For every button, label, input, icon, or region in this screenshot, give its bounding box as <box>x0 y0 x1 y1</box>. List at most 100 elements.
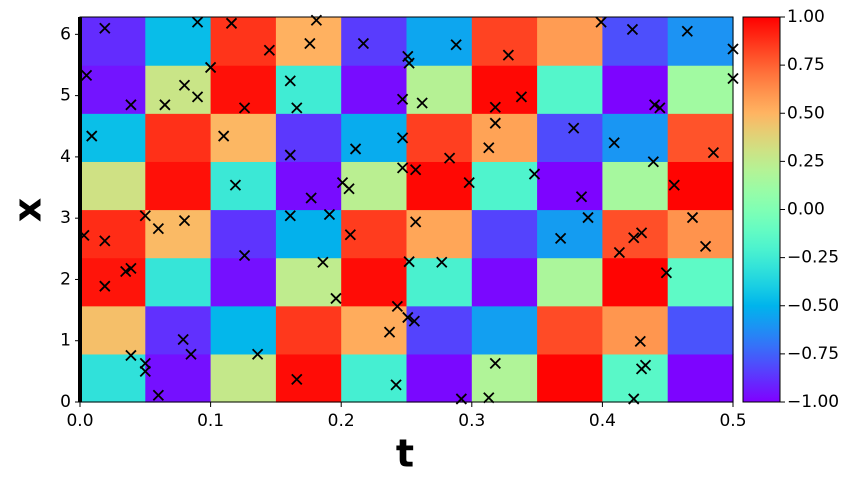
sample-point <box>595 16 607 28</box>
sample-point <box>660 267 673 279</box>
heatmap-cell <box>80 257 146 307</box>
heatmap-cell <box>406 65 473 114</box>
heatmap-cell <box>275 113 342 162</box>
sample-point <box>357 37 370 50</box>
heatmap-cell <box>80 17 146 66</box>
heatmap-cell <box>275 209 342 259</box>
heatmap-cell <box>210 113 277 162</box>
heatmap-cell <box>471 113 538 162</box>
heatmap-cell <box>275 65 342 114</box>
sample-point <box>489 101 501 113</box>
heatmap-cell <box>210 305 277 355</box>
heatmap-cell <box>210 353 277 403</box>
sample-point <box>191 16 204 28</box>
sample-point <box>99 235 111 247</box>
sample-point <box>699 240 712 252</box>
heatmap-cell <box>537 209 603 259</box>
sample-point <box>238 102 251 114</box>
sample-point <box>120 265 132 278</box>
x-tick-label: 0.5 <box>719 411 746 431</box>
y-tick-label: 5 <box>60 86 71 106</box>
heatmap-cell <box>602 209 669 259</box>
sample-point <box>218 130 230 142</box>
sample-point <box>99 280 111 292</box>
sample-point <box>489 117 501 129</box>
x-tick-label: 0.2 <box>328 411 355 431</box>
heatmap-cell <box>80 209 146 259</box>
heatmap-cell <box>602 113 669 162</box>
heatmap-cell <box>537 353 603 403</box>
heatmap-cell <box>210 17 277 66</box>
sample-point <box>450 39 462 51</box>
heatmap-cell <box>145 17 212 66</box>
sample-point <box>291 373 303 385</box>
heatmap-cell <box>537 305 603 355</box>
sample-point <box>330 292 342 305</box>
heatmap-cell <box>602 353 669 403</box>
heatmap-cell <box>406 353 473 403</box>
sample-point <box>191 91 204 103</box>
heatmap-cell <box>602 305 669 355</box>
heatmap-cell <box>537 113 603 162</box>
colorbar-tick-label: 0.00 <box>787 200 825 220</box>
heatmap-cell <box>471 161 538 211</box>
sample-point <box>229 179 242 191</box>
heatmap-cell <box>537 17 603 66</box>
sample-point <box>317 256 329 268</box>
sample-point <box>502 49 515 61</box>
heatmap-cell <box>145 113 212 162</box>
sample-point <box>305 192 317 204</box>
sample-point <box>402 311 414 324</box>
heatmap-cell <box>341 65 408 114</box>
y-tick-label: 3 <box>60 208 71 228</box>
heatmap-cell <box>145 161 212 211</box>
heatmap-cell <box>275 353 342 403</box>
sample-point <box>344 229 356 241</box>
heatmap-cell <box>667 353 734 403</box>
sample-point <box>177 333 189 346</box>
sample-point <box>410 216 422 228</box>
heatmap-cell <box>471 257 538 307</box>
colorbar-tick-label: −0.25 <box>787 248 839 268</box>
sample-point <box>304 37 316 50</box>
heatmap-cell <box>275 305 342 355</box>
sample-point <box>515 91 528 103</box>
heatmap-cell <box>210 257 277 307</box>
sample-point <box>238 249 251 262</box>
heatmap-cell <box>80 353 146 403</box>
sample-point <box>649 99 661 111</box>
sample-point <box>436 256 448 268</box>
sample-point <box>635 363 648 375</box>
heatmap-cell <box>667 17 734 66</box>
sample-point <box>647 156 659 168</box>
sample-point <box>284 149 296 161</box>
sample-point <box>489 357 501 370</box>
y-tick-label: 1 <box>60 331 71 351</box>
sample-point <box>554 232 567 245</box>
x-tick-label: 0.4 <box>589 411 616 431</box>
sample-point <box>139 210 151 222</box>
heatmap-cell <box>406 305 473 355</box>
heatmap-cell <box>341 113 408 162</box>
heatmap-cell <box>537 257 603 307</box>
heatmap-cell <box>602 17 669 66</box>
sample-point <box>78 229 90 241</box>
sample-point <box>582 211 594 224</box>
sample-point <box>681 25 693 37</box>
sample-point <box>483 142 495 154</box>
sample-point <box>263 44 276 56</box>
sample-point <box>626 23 639 36</box>
heatmap-cell <box>667 113 734 162</box>
sample-point <box>463 176 475 189</box>
heatmap-cell <box>667 65 734 114</box>
heatmap-cell <box>275 161 342 211</box>
sample-point <box>686 211 699 224</box>
sample-point <box>125 349 137 362</box>
plot-frame <box>79 16 734 403</box>
y-tick-label: 4 <box>60 147 71 167</box>
heatmap-cell <box>667 257 734 307</box>
heatmap-cell <box>341 17 408 66</box>
sample-point <box>125 99 137 111</box>
sample-point <box>410 164 422 176</box>
sample-point <box>443 152 456 164</box>
